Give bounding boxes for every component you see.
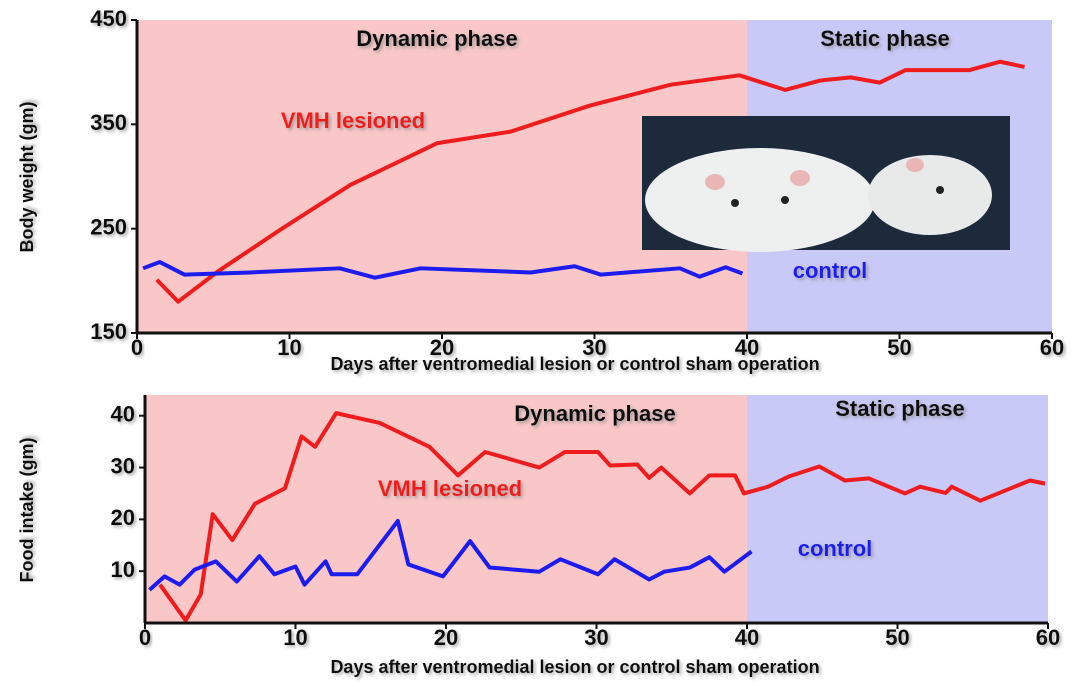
x-tick-label: 10 [277, 335, 301, 360]
x-tick-label: 60 [1036, 625, 1060, 650]
series-label: control [793, 258, 868, 283]
x-tick-label: 30 [584, 625, 608, 650]
x-axis-label: Days after ventromedial lesion or contro… [330, 657, 819, 677]
y-tick-label: 40 [111, 402, 135, 427]
x-tick-label: 40 [735, 625, 759, 650]
plots: Dynamic phase Static phase VMH lesioned con… [17, 6, 1064, 677]
series-label: VMH lesioned [378, 476, 522, 501]
x-tick-label: 60 [1040, 335, 1064, 360]
phase-label: Static phase [835, 396, 965, 421]
y-tick-label: 350 [90, 110, 127, 135]
series-label: control [798, 536, 873, 561]
y-tick-label: 250 [90, 214, 127, 239]
phase-label: Dynamic phase [356, 26, 517, 51]
series-label: VMH lesioned [281, 108, 425, 133]
mouse-photo [642, 116, 1010, 252]
chart: Dynamic phase Static phase VMH lesioned con… [0, 0, 1081, 682]
y-tick-label: 20 [111, 505, 135, 530]
y-tick-label: 30 [111, 453, 135, 478]
y-axis-label: Body weight (gm) [17, 102, 37, 253]
phase-label: Dynamic phase [514, 401, 675, 426]
x-tick-label: 0 [139, 625, 151, 650]
x-tick-label: 0 [131, 335, 143, 360]
x-tick-label: 50 [885, 625, 909, 650]
x-tick-label: 20 [434, 625, 458, 650]
y-tick-label: 10 [111, 557, 135, 582]
phase-region [747, 395, 1048, 623]
y-tick-label: 450 [90, 6, 127, 31]
x-tick-label: 50 [887, 335, 911, 360]
phase-region [145, 395, 747, 623]
y-axis-label: Food intake (gm) [17, 438, 37, 583]
x-tick-label: 10 [283, 625, 307, 650]
x-axis-label: Days after ventromedial lesion or contro… [330, 354, 819, 374]
phase-label: Static phase [820, 26, 950, 51]
y-tick-label: 150 [90, 319, 127, 344]
